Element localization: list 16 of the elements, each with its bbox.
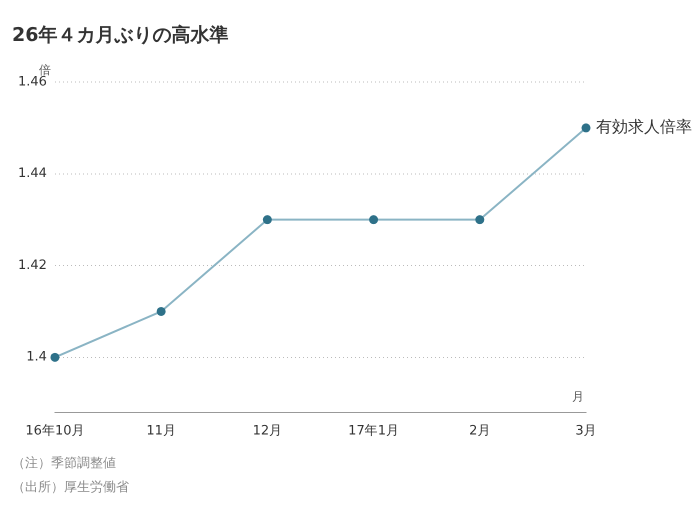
y-tick-label: 1.44 — [18, 166, 47, 182]
x-tick-label: 2月 — [469, 424, 490, 439]
text: （注）季節調整値 — [12, 455, 117, 473]
chart-title: 26年４カ月ぶりの高水準 — [12, 23, 228, 48]
text: （出所）厚生労働省 — [12, 479, 129, 497]
series-label: 有効求人倍率 — [596, 117, 692, 136]
x-tick-label: 3月 — [575, 424, 597, 439]
x-tick-label: 12月 — [252, 424, 282, 439]
y-axis-title: 倍 — [38, 63, 51, 77]
y-tick-label: 1.46 — [18, 74, 47, 90]
x-tick-label: 11月 — [146, 424, 176, 439]
x-tick-label: 16年10月 — [25, 424, 84, 439]
y-tick-label: 1.4 — [26, 350, 47, 365]
y-tick-label: 1.42 — [18, 258, 47, 273]
x-axis-title: 月 — [572, 389, 584, 404]
x-tick-label: 17年1月 — [348, 424, 399, 439]
